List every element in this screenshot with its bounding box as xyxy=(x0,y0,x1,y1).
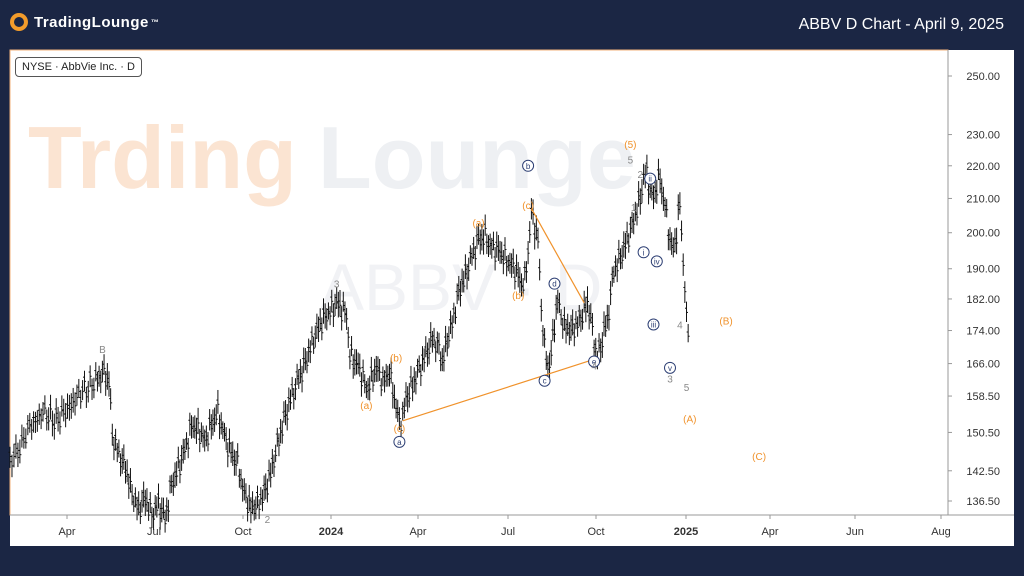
wave-label: ii xyxy=(648,175,652,184)
y-tick-label: 190.00 xyxy=(966,264,1000,276)
wave-label: (a) xyxy=(360,401,372,412)
price-series xyxy=(8,154,690,533)
wave-label-circle xyxy=(650,255,663,268)
wave-label: 1 xyxy=(631,203,637,214)
symbol-label[interactable]: NYSE · AbbVie Inc. · D xyxy=(15,57,142,77)
wave-label-circle xyxy=(637,246,650,259)
y-tick-label: 250.00 xyxy=(966,71,1000,83)
x-tick-label: Jul xyxy=(147,526,161,538)
x-tick-label: Aug xyxy=(931,526,951,538)
wave-label-circle xyxy=(522,159,535,172)
watermark-main-left: Trding xyxy=(28,108,297,207)
wave-label: (B) xyxy=(719,317,732,328)
y-tick-label: 158.50 xyxy=(966,391,1000,403)
wave-label: a xyxy=(397,438,402,447)
wave-label: iii xyxy=(651,320,657,329)
wave-label-circle xyxy=(393,435,406,448)
wave-label-circle xyxy=(644,172,657,185)
brand-logo-icon xyxy=(10,13,28,31)
wave-label: 3 xyxy=(667,375,673,386)
y-tick-label: 150.50 xyxy=(966,427,1000,439)
y-tick-label: 136.50 xyxy=(966,496,1000,508)
wave-label-circle xyxy=(647,318,660,331)
chart-title: ABBV D Chart - April 9, 2025 xyxy=(798,16,1004,33)
header-bar: TradingLounge ™ ABBV D Chart - April 9, 2… xyxy=(0,0,1024,50)
wave-label: 5 xyxy=(684,383,690,394)
x-tick-label: Apr xyxy=(761,526,778,538)
x-tick-label: Oct xyxy=(587,526,604,538)
watermark-main-right: Lounge xyxy=(318,108,636,207)
x-tick-label: Apr xyxy=(58,526,75,538)
wave-label: (a) xyxy=(472,218,484,229)
wave-label: 4 xyxy=(591,362,597,373)
x-tick-label: 2025 xyxy=(674,526,698,538)
y-tick-label: 210.00 xyxy=(966,193,1000,205)
wave-label: c xyxy=(543,377,547,386)
wave-label: e xyxy=(592,357,597,366)
wave-label: (b) xyxy=(512,291,524,302)
x-tick-label: Apr xyxy=(409,526,426,538)
wave-label: (c) xyxy=(394,424,406,435)
chart-panel xyxy=(10,50,1014,546)
wave-label-circle xyxy=(538,374,551,387)
wave-label: (5) xyxy=(624,140,636,151)
y-tick-label: 230.00 xyxy=(966,130,1000,142)
y-tick-label: 182.00 xyxy=(966,294,1000,306)
wave-label: (A) xyxy=(683,415,696,426)
wave-label: i xyxy=(643,248,645,257)
wave-label: 2 xyxy=(638,170,644,181)
wave-label: (C) xyxy=(752,452,766,463)
wave-label: d xyxy=(552,280,556,289)
trendline xyxy=(402,358,595,422)
y-tick-label: 200.00 xyxy=(966,228,1000,240)
wave-label: b xyxy=(526,162,531,171)
y-tick-label: 142.50 xyxy=(966,466,1000,478)
wave-label: 3 xyxy=(334,280,340,291)
wave-label: 4 xyxy=(677,320,683,331)
watermark: Trding Lounge ABBV · D xyxy=(28,108,636,324)
brand-logo[interactable]: TradingLounge ™ xyxy=(10,13,159,31)
watermark-sub: ABBV · D xyxy=(320,250,602,324)
wave-label-circle xyxy=(548,277,561,290)
brand-name: TradingLounge xyxy=(34,13,149,31)
x-tick-label: Oct xyxy=(234,526,251,538)
wave-label: B xyxy=(99,345,106,356)
x-tick-label: Jul xyxy=(501,526,515,538)
x-tick-label: 2024 xyxy=(319,526,344,538)
y-tick-label: 174.00 xyxy=(966,326,1000,338)
wave-label: iv xyxy=(654,257,660,266)
trendline xyxy=(530,208,585,304)
wave-label: (c) xyxy=(522,201,534,212)
wave-label-circle xyxy=(664,361,676,374)
wave-label: v xyxy=(668,364,672,373)
wave-label: 2 xyxy=(265,515,271,526)
axes: 250.00 230.00 220.00 210.00 200.00 190.00 182.… xyxy=(9,49,1014,538)
wave-label: 5 xyxy=(628,155,634,166)
trendlines xyxy=(402,208,595,422)
x-tick-label: Jun xyxy=(846,526,864,538)
wave-label: (b) xyxy=(390,353,402,364)
wave-label-circle xyxy=(588,355,601,368)
y-tick-label: 166.00 xyxy=(966,359,1000,371)
y-tick-label: 220.00 xyxy=(966,161,1000,173)
